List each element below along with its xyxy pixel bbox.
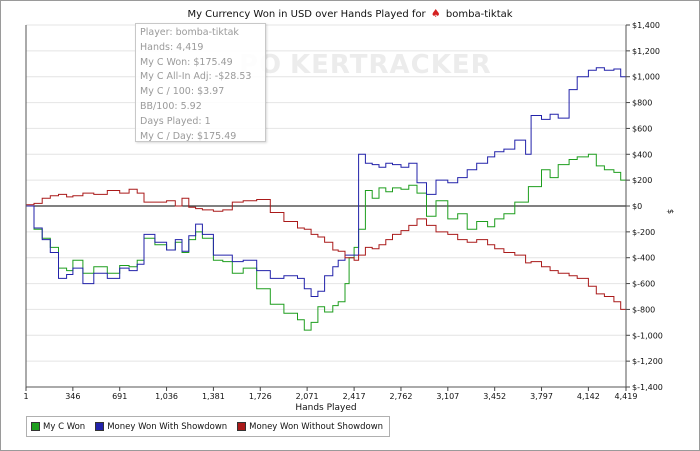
watermark: PO KERTRACKER — [239, 50, 492, 80]
y-tick-label: $-600 — [632, 280, 655, 289]
y-tick-label: $600 — [632, 124, 652, 133]
x-tick-label: 3,797 — [530, 392, 553, 401]
x-tick-label: 346 — [65, 392, 80, 401]
y-tick-label: $-1,200 — [632, 357, 663, 366]
legend-label: Money Won With Showdown — [107, 421, 228, 432]
legend-item[interactable]: My C Won — [31, 422, 85, 432]
y-tick-label: $-400 — [632, 254, 655, 263]
legend-swatch — [237, 422, 247, 431]
series-line-2 — [26, 67, 627, 297]
infobox-line: My C Won: $175.49 — [140, 56, 233, 68]
y-axis-label: $ — [666, 209, 675, 214]
y-tick-label: $800 — [632, 99, 652, 108]
infobox-line: Player: bomba-tiktak — [140, 27, 239, 38]
x-tick-label: 2,417 — [343, 392, 366, 401]
infobox-line: BB/100: 5.92 — [140, 100, 202, 112]
chart-title-text: My Currency Won in USD over Hands Played… — [187, 9, 426, 20]
x-tick-label: 1 — [23, 392, 28, 401]
legend-label: Money Won Without Showdown — [249, 421, 384, 432]
x-tick-label: 4,419 — [615, 392, 638, 401]
chart-title-player: bomba-tiktak — [445, 9, 513, 20]
x-tick-label: 1,381 — [202, 392, 225, 401]
y-tick-label: $400 — [632, 150, 652, 159]
infobox-line: Days Played: 1 — [140, 115, 211, 127]
chart-legend: My C Won Money Won With Showdown Money Won… — [26, 416, 391, 437]
axis-layer: $1,400 $1,200 $1,000 $800 $600 $400 $200 $0 $-20… — [23, 21, 675, 401]
y-tick-label: $0 — [632, 202, 642, 211]
series-line-1 — [26, 153, 627, 331]
y-tick-label: $200 — [632, 176, 652, 185]
y-tick-label: $-1,400 — [632, 383, 663, 392]
infobox-line: My C / 100: $3.97 — [140, 86, 225, 98]
y-tick-label: $1,000 — [632, 73, 660, 82]
poker-spade-icon: ♠ — [430, 7, 441, 20]
y-tick-label: $-800 — [632, 305, 655, 314]
legend-swatch — [95, 422, 105, 431]
x-tick-label: 4,142 — [577, 392, 600, 401]
series-line-3 — [26, 188, 627, 311]
series-layer — [26, 67, 627, 331]
x-axis-label: Hands Played — [295, 403, 357, 413]
y-tick-label: $-200 — [632, 228, 655, 237]
x-tick-label: 3,452 — [483, 392, 506, 401]
infobox-line: My C All-In Adj: -$28.53 — [140, 71, 252, 83]
x-tick-label: 691 — [112, 392, 127, 401]
legend-item[interactable]: Money Won With Showdown — [95, 422, 227, 432]
chart-title: My Currency Won in USD over Hands Played… — [0, 7, 700, 20]
legend-item[interactable]: Money Won Without Showdown — [237, 422, 383, 432]
y-tick-label: $1,400 — [632, 21, 660, 30]
watermark-right: KERTRACKER — [290, 50, 492, 80]
y-tick-label: $1,200 — [632, 47, 660, 56]
x-tick-label: 2,762 — [390, 392, 413, 401]
x-tick-label: 1,726 — [249, 392, 272, 401]
infobox-line: My C / Day: $175.49 — [140, 130, 237, 142]
x-tick-label: 1,036 — [155, 392, 178, 401]
x-tick-label: 2,071 — [296, 392, 319, 401]
infobox-line: Hands: 4,419 — [140, 41, 204, 53]
legend-swatch — [31, 422, 40, 431]
legend-label: My C Won — [43, 421, 86, 432]
x-tick-label: 3,107 — [436, 392, 459, 401]
y-tick-label: $-1,000 — [632, 331, 663, 340]
stats-infobox: Player: bomba-tiktak Hands: 4,419 My C Won… — [135, 23, 266, 142]
